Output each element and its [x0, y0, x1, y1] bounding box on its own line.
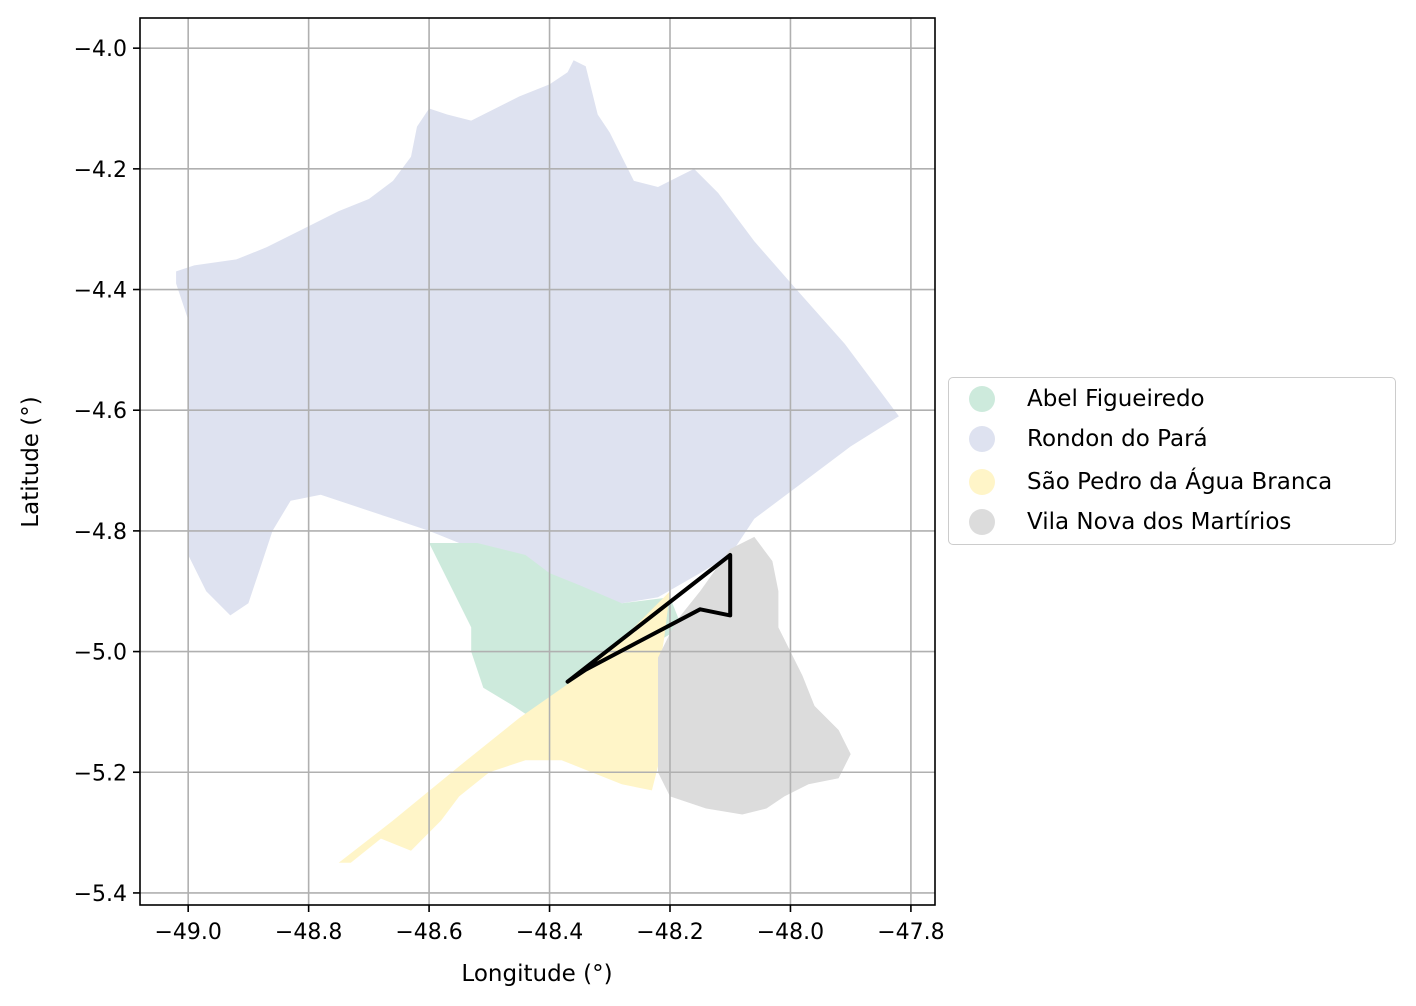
y-tick-label: −4.2	[74, 158, 127, 183]
x-tick-label: −47.8	[877, 920, 944, 945]
x-tick-label: −49.0	[154, 920, 221, 945]
outline-layer	[565, 553, 733, 684]
y-tick-label: −5.0	[74, 641, 127, 666]
legend-item-sao-pedro-da-agua-branca: São Pedro da Água Branca	[969, 467, 1332, 497]
legend-swatch-sao-pedro-da-agua-branca	[969, 469, 995, 495]
legend-label: Rondon do Pará	[1027, 426, 1208, 452]
x-axis-label: Longitude (°)	[461, 961, 612, 987]
x-tick-label: −48.0	[757, 920, 824, 945]
region-sao-pedro-da-agua-branca	[338, 591, 670, 863]
ticks-layer: −49.0 −48.8 −48.6 −48.4 −48.2 −48.0 −47.8 −4.0 −…	[74, 37, 945, 945]
legend-item-rondon-do-para: Rondon do Pará	[969, 424, 1208, 454]
legend-label: Vila Nova dos Martírios	[1027, 509, 1292, 535]
legend-swatch-rondon-do-para	[969, 426, 995, 452]
boundary-outline	[565, 553, 733, 684]
region-rondon-do-para	[176, 60, 899, 616]
x-tick-label: −48.8	[275, 920, 342, 945]
y-axis-label: Latitude (°)	[18, 396, 44, 527]
y-tick-label: −4.4	[74, 279, 127, 304]
axes-frame	[139, 17, 936, 906]
region-vila-nova-dos-martirios	[658, 536, 851, 815]
regions-layer	[176, 60, 899, 863]
y-tick-label: −5.4	[74, 882, 127, 907]
legend-swatch-abel-figueiredo	[969, 386, 995, 412]
legend-label: Abel Figueiredo	[1027, 386, 1205, 412]
legend: Abel Figueiredo Rondon do Pará São Pedro…	[948, 377, 1396, 545]
legend-item-abel-figueiredo: Abel Figueiredo	[969, 384, 1205, 414]
legend-item-vila-nova-dos-martirios: Vila Nova dos Martírios	[969, 507, 1291, 537]
y-tick-label: −4.8	[74, 520, 127, 545]
y-tick-label: −4.6	[74, 399, 127, 424]
legend-swatch-vila-nova-dos-martirios	[969, 509, 995, 535]
legend-label: São Pedro da Água Branca	[1027, 469, 1333, 495]
x-tick-label: −48.4	[516, 920, 583, 945]
grid-layer	[140, 18, 935, 905]
region-abel-figueiredo	[429, 543, 682, 718]
x-tick-label: −48.6	[395, 920, 462, 945]
y-tick-label: −5.2	[74, 761, 127, 786]
y-tick-label: −4.0	[74, 37, 127, 62]
x-tick-label: −48.2	[636, 920, 703, 945]
